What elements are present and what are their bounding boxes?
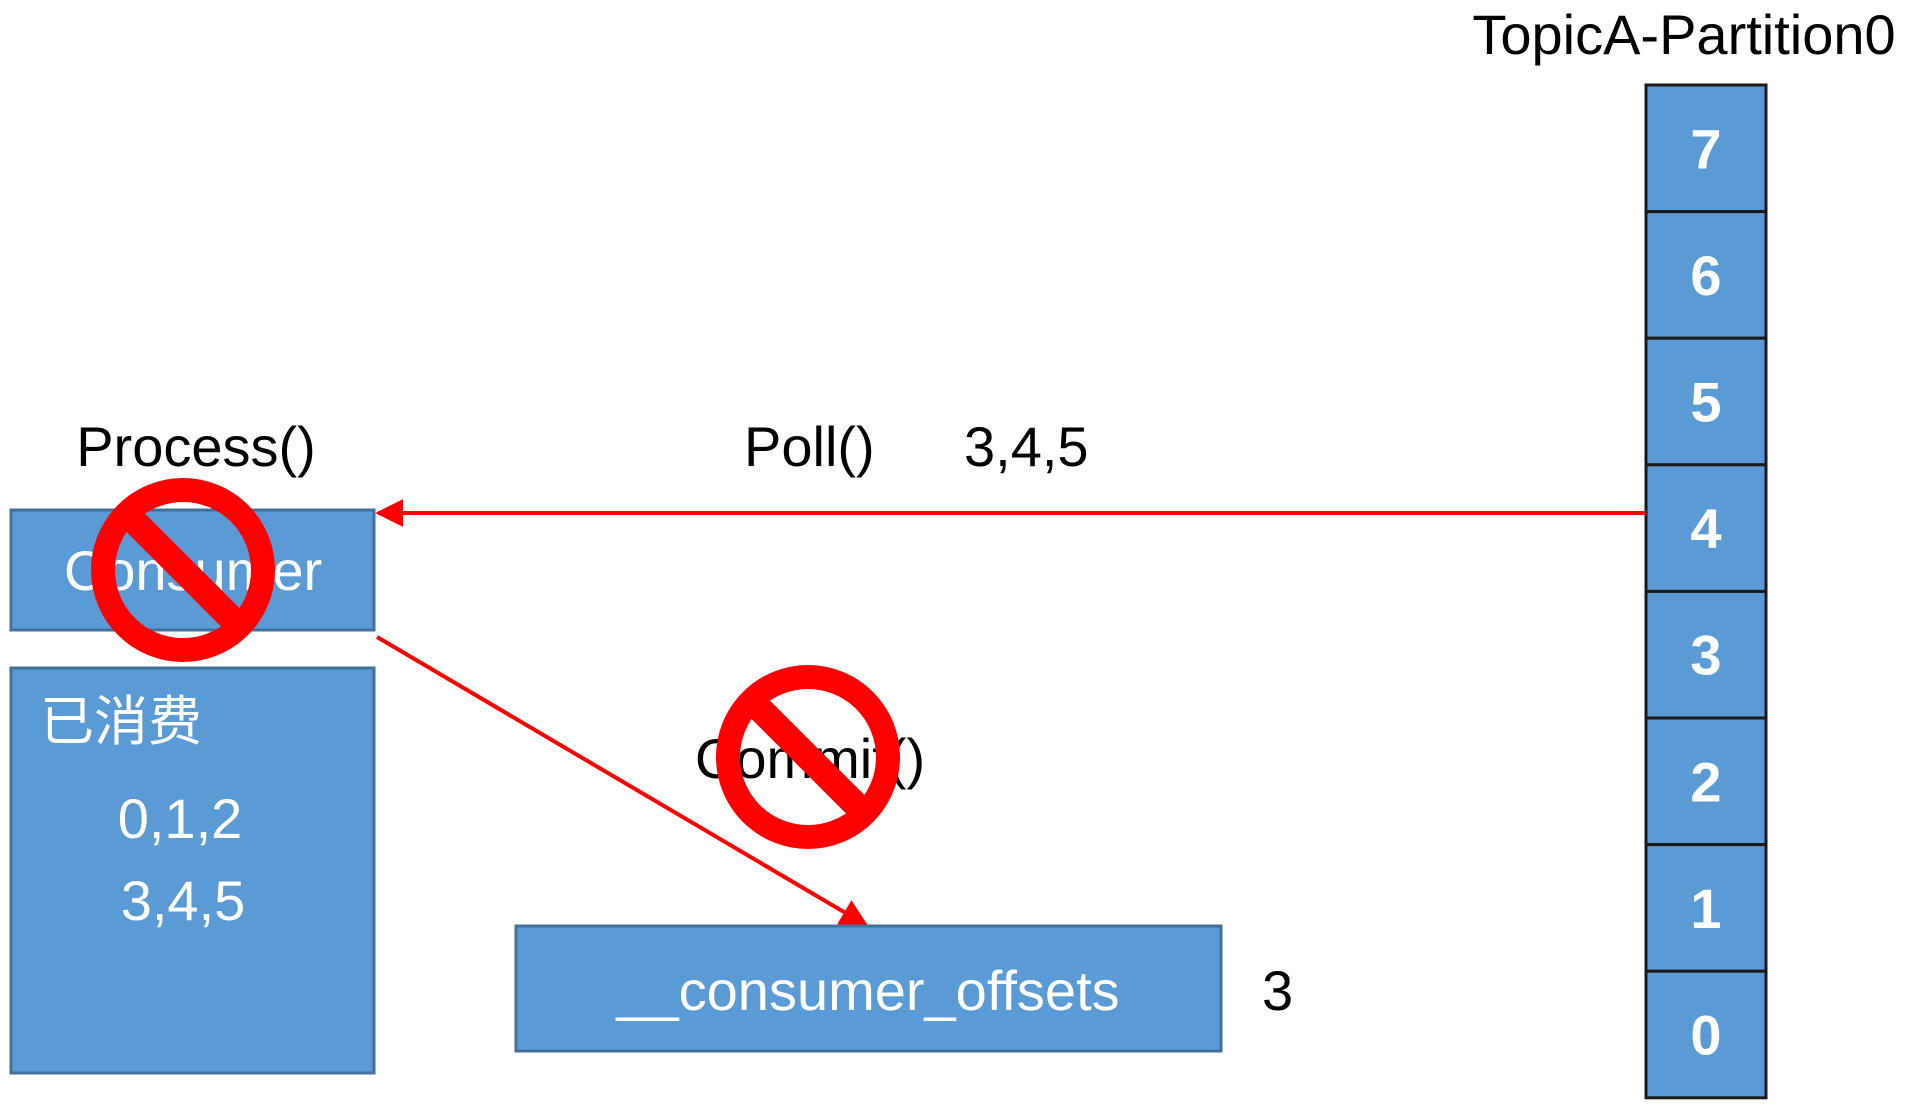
partition-cell-label: 5 — [1690, 371, 1721, 434]
partition-cell-5: 5 — [1644, 336, 1768, 467]
partition-cell-label: 0 — [1690, 1004, 1721, 1067]
partition-cell-label: 1 — [1690, 877, 1721, 940]
partition-cell-label: 4 — [1690, 497, 1721, 560]
partition-cell-box — [1644, 83, 1768, 214]
consumed-title: 已消费 — [40, 692, 202, 752]
partition-cell-box — [1644, 969, 1768, 1100]
consumed-line-2: 3,4,5 — [121, 869, 246, 932]
partition-cell-label: 6 — [1690, 244, 1721, 307]
partition-cell-3: 3 — [1644, 589, 1768, 720]
partition-column: 7 6 5 4 3 2 1 0 — [1644, 83, 1768, 1100]
partition-cell-1: 1 — [1644, 843, 1768, 973]
prohibited-icon — [91, 478, 275, 662]
partition-cell-box — [1644, 210, 1768, 340]
consumer-offsets-box — [514, 924, 1223, 1053]
partition-cell-label: 7 — [1690, 117, 1721, 180]
commit-arrow — [375, 635, 869, 927]
partition-cell-label: 3 — [1690, 624, 1721, 687]
consumed-box — [9, 666, 376, 1075]
partition-cell-2: 2 — [1644, 716, 1768, 847]
partition-cell-box — [1644, 716, 1768, 847]
partition-cell-label: 2 — [1690, 750, 1721, 813]
partition-cell-7: 7 — [1644, 83, 1768, 214]
partition-cell-4: 4 — [1644, 463, 1768, 593]
partition-cell-0: 0 — [1644, 969, 1768, 1100]
poll-label: Poll() — [744, 415, 875, 478]
consumed-line-1: 0,1,2 — [118, 787, 243, 850]
partition-cell-box — [1644, 463, 1768, 593]
partition-cell-6: 6 — [1644, 210, 1768, 340]
prohibited-icon — [716, 665, 900, 849]
consumer-offsets-label: __consumer_offsets — [615, 959, 1119, 1022]
process-label: Process() — [76, 415, 316, 478]
partition-title: TopicA-Partition0 — [1472, 3, 1895, 66]
consumer-offsets-value: 3 — [1262, 959, 1293, 1022]
poll-offsets: 3,4,5 — [964, 415, 1089, 478]
